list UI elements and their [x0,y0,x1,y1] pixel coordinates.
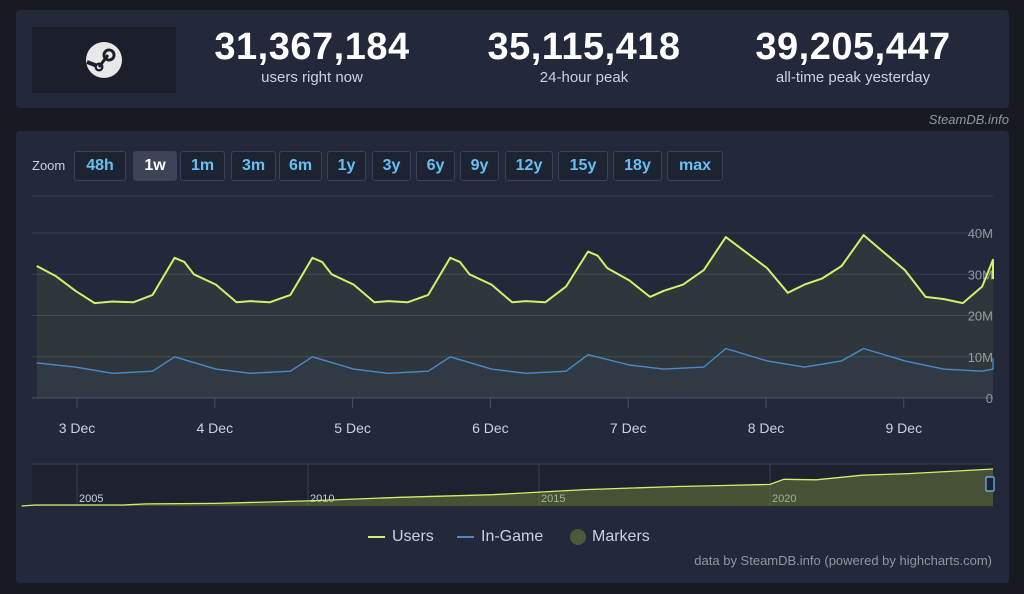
legend-in-game-swatch [457,536,474,538]
legend-in-game[interactable]: In-Game [457,528,543,546]
legend-users[interactable]: Users [368,528,434,546]
navigator-line [21,468,994,507]
y-tick-label: 40M [968,226,993,241]
legend-users-swatch [368,536,385,538]
x-tick-label: 5 Dec [334,420,371,436]
legend-markers-swatch [570,529,586,545]
zoom-button-6y[interactable]: 6y [416,151,455,181]
navigator-year-label: 2005 [79,493,103,505]
zoom-button-48h[interactable]: 48h [74,151,126,181]
zoom-button-9y[interactable]: 9y [460,151,499,181]
x-tick-label: 6 Dec [472,420,509,436]
stat-current-label: users right now [261,69,363,86]
zoom-button-12y[interactable]: 12y [505,151,553,181]
in-game-line [36,347,994,374]
legend-markers-label: Markers [592,528,650,545]
y-tick-label: 30M [968,267,993,282]
legend-in-game-label: In-Game [481,528,544,545]
legend-markers[interactable]: Markers [570,528,650,546]
navigator-area [21,469,994,506]
y-tick-label: 0 [986,391,993,406]
zoom-button-15y[interactable]: 15y [558,151,608,181]
steam-icon [86,42,122,78]
stat-all-time-peak-value: 39,205,447 [755,26,951,68]
steamdb-credit[interactable]: SteamDB.info [928,112,1009,127]
stat-current-value: 31,367,184 [214,26,410,68]
zoom-button-1w[interactable]: 1w [133,151,177,181]
users-line [36,234,994,305]
zoom-button-max[interactable]: max [667,151,723,181]
x-tick-label: 7 Dec [610,420,647,436]
navigator-range-handle[interactable] [985,476,995,492]
zoom-label: Zoom [32,158,66,173]
legend-users-label: Users [392,528,434,545]
y-tick-label: 20M [968,309,993,324]
stat-24h-peak-label: 24-hour peak [539,69,629,86]
navigator-year-label: 2015 [541,493,565,505]
zoom-button-1m[interactable]: 1m [180,151,225,181]
zoom-button-3y[interactable]: 3y [372,151,411,181]
stat-all-time-peak: 39,205,447 all-time peak yesterday [728,25,978,87]
x-tick-label: 9 Dec [886,420,923,436]
x-tick-label: 3 Dec [59,420,96,436]
x-tick-label: 4 Dec [197,420,234,436]
zoom-button-6m[interactable]: 6m [279,151,322,181]
stat-all-time-peak-label: all-time peak yesterday [775,69,931,86]
navigator-background [32,464,993,506]
stats-panel: 31,367,184 users right now 35,115,418 24… [16,10,1009,108]
footer-credit[interactable]: data by SteamDB.info (powered by highcha… [694,553,992,568]
steam-logo [32,27,176,93]
zoom-button-3m[interactable]: 3m [231,151,276,181]
in-game-area [36,348,994,398]
zoom-button-1y[interactable]: 1y [327,151,366,181]
stat-current: 31,367,184 users right now [186,25,438,87]
y-tick-label: 10M [968,350,993,365]
stat-24h-peak-value: 35,115,418 [487,26,681,68]
x-tick-label: 8 Dec [748,420,785,436]
zoom-button-18y[interactable]: 18y [613,151,662,181]
navigator-year-label: 2010 [310,493,334,505]
navigator-year-label: 2020 [772,493,796,505]
stat-24h-peak: 35,115,418 24-hour peak [464,25,704,87]
